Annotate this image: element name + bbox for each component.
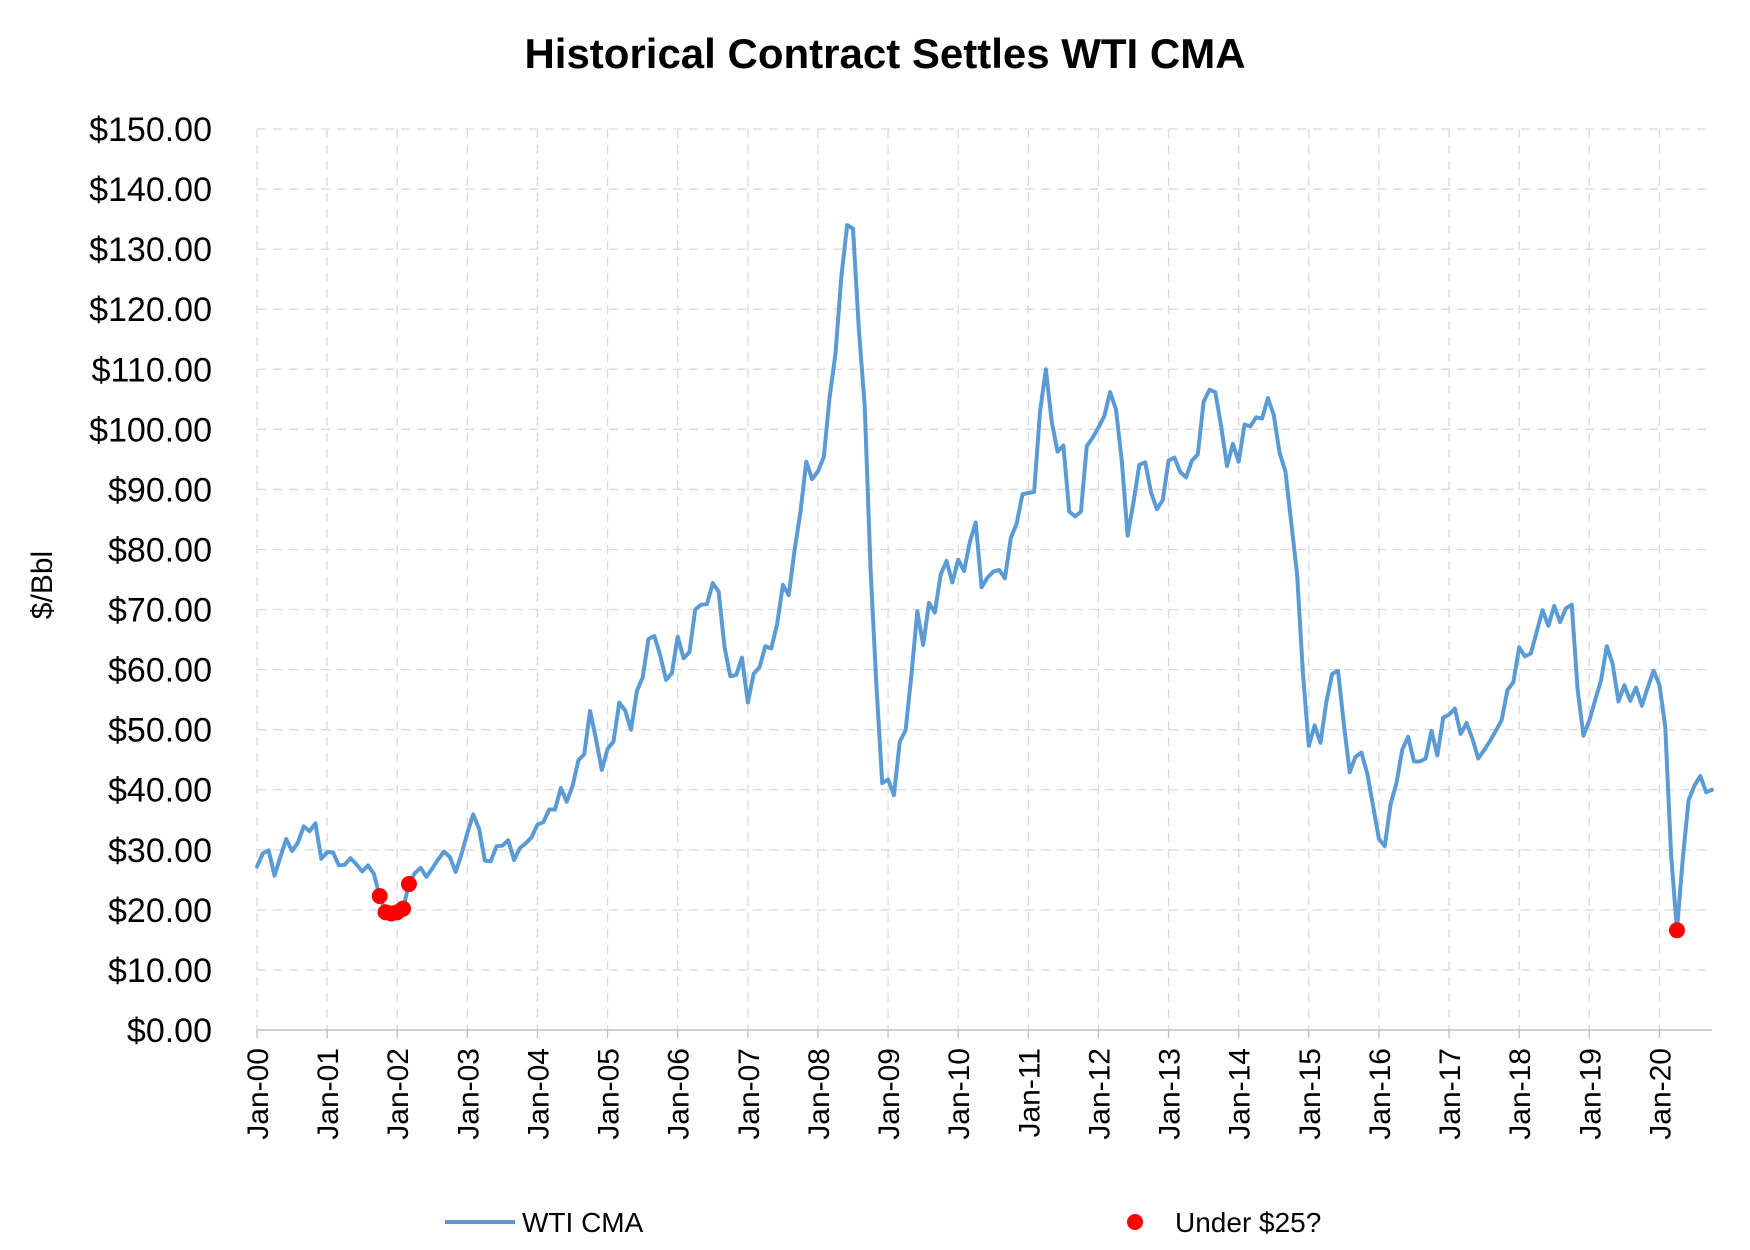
y-tick-label: $0.00 [127,1012,212,1050]
y-axis-label: $/Bbl [26,551,59,619]
data-point-under-25 [400,876,417,893]
chart-title: Historical Contract Settles WTI CMA [524,30,1245,77]
legend-label: WTI CMA [522,1207,644,1238]
x-tick-label: Jan-07 [733,1048,766,1140]
x-tick-label: Jan-10 [943,1048,976,1140]
y-tick-label: $100.00 [89,411,212,449]
legend-label: Under $25? [1175,1207,1321,1238]
x-tick-label: Jan-03 [452,1048,485,1140]
x-tick-label: Jan-15 [1294,1048,1327,1140]
y-tick-label: $30.00 [108,832,212,870]
y-tick-label: $90.00 [108,471,212,509]
y-tick-label: $120.00 [89,291,212,329]
y-tick-label: $140.00 [89,171,212,209]
x-axis-ticks: Jan-00 Jan-01 Jan-02 Jan-03 Jan-04 Jan-05 Jan-… [242,1048,1677,1140]
x-tick-label: Jan-09 [873,1048,906,1140]
y-tick-label: $10.00 [108,952,212,990]
x-tick-label: Jan-12 [1083,1048,1116,1140]
axes [256,1029,1712,1038]
series-layer [255,223,1714,933]
x-tick-label: Jan-18 [1504,1048,1537,1140]
marker-layer [371,876,1685,939]
x-tick-label: Jan-20 [1644,1048,1677,1140]
y-tick-label: $130.00 [89,231,212,269]
legend-item-wti-cma: WTI CMA [445,1207,644,1238]
x-tick-label: Jan-13 [1154,1048,1187,1140]
y-tick-label: $20.00 [108,892,212,930]
y-tick-label: $70.00 [108,592,212,630]
data-point-under-25 [371,888,388,905]
y-axis-ticks: $0.00 $10.00 $20.00 $30.00 $40.00 $50.00 $60.0… [89,111,212,1050]
x-tick-label: Jan-04 [522,1048,555,1140]
x-tick-label: Jan-11 [1013,1048,1046,1138]
series-line-wti-cma [255,223,1714,933]
y-tick-label: $50.00 [108,712,212,750]
x-tick-label: Jan-00 [242,1048,275,1140]
data-point-under-25 [1668,922,1685,939]
x-tick-label: Jan-06 [663,1048,696,1140]
y-tick-label: $110.00 [92,351,212,389]
x-tick-label: Jan-17 [1434,1048,1467,1140]
x-tick-label: Jan-14 [1224,1048,1257,1140]
y-tick-label: $40.00 [108,772,212,810]
x-tick-label: Jan-01 [312,1048,345,1140]
y-tick-label: $150.00 [89,111,212,149]
grid-lines [256,128,1712,1030]
x-tick-label: Jan-02 [382,1048,415,1140]
x-tick-label: Jan-16 [1364,1048,1397,1140]
x-tick-label: Jan-19 [1574,1048,1607,1140]
y-tick-label: $80.00 [108,531,212,569]
legend: WTI CMA Under $25? [445,1207,1321,1238]
x-tick-label: Jan-05 [593,1048,626,1140]
x-tick-label: Jan-08 [803,1048,836,1140]
y-tick-label: $60.00 [108,652,212,690]
legend-item-under-25: Under $25? [1127,1207,1321,1238]
data-point-under-25 [395,900,412,917]
legend-swatch-marker [1127,1214,1143,1230]
